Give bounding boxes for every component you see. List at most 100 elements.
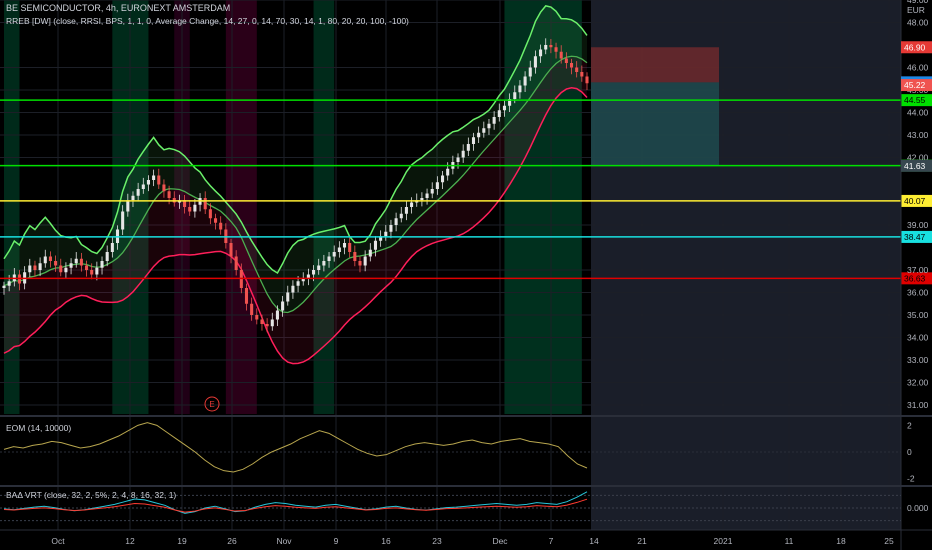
price-tick-6: 42.00: [907, 153, 929, 163]
candle-body: [337, 247, 341, 252]
candle-body: [466, 144, 470, 151]
candle-body: [528, 67, 532, 77]
candle-body: [420, 198, 424, 201]
eom-pane-label[interactable]: EOM (14, 10000): [6, 423, 71, 433]
candle-body: [157, 175, 161, 185]
time-tick-10: 14: [589, 536, 599, 546]
earnings-marker-icon[interactable]: [204, 396, 220, 412]
candle-body: [508, 99, 512, 106]
vrt-pane: 0.000: [0, 491, 929, 522]
price-tag-0: [901, 41, 932, 54]
candle-body: [260, 319, 264, 324]
level-tag-2: [901, 194, 932, 207]
candle-body: [167, 191, 171, 198]
candle-body: [2, 285, 6, 288]
candle-body: [379, 236, 383, 241]
price-tag-value-0: 46.90: [904, 42, 926, 52]
symbol-title[interactable]: BE SEMICONDUCTOR, 4h, EURONEXT AMSTERDAM: [6, 3, 230, 13]
price-axis[interactable]: 49.0048.0046.0045.0044.0043.0042.0039.00…: [907, 0, 929, 410]
candle-body: [373, 240, 378, 250]
eom-line: [3, 422, 588, 473]
candle-body: [48, 256, 52, 261]
time-tick-13: 11: [785, 536, 794, 546]
candle-body: [435, 182, 439, 189]
signal-band-4: [504, 0, 582, 414]
time-tick-2: 19: [177, 536, 187, 546]
candle-body: [317, 265, 321, 270]
eom-tick-2: -2: [907, 474, 915, 484]
level-value-0: 44.55: [904, 95, 926, 105]
time-tick-11: 21: [637, 536, 647, 546]
candle-body: [544, 45, 548, 50]
candle-body: [126, 200, 130, 212]
candle-body: [456, 157, 460, 162]
candle-body: [446, 168, 450, 176]
stop-loss-zone: [591, 47, 719, 83]
candle-body: [219, 222, 223, 230]
eom-pane: 2 0 -2: [0, 420, 915, 484]
candle-body: [358, 261, 362, 266]
price-tick-12: 33.00: [907, 355, 929, 365]
time-axis[interactable]: Oct 12 19 26 Nov 9 16 23 Dec 7 14 21 2021 11 18 25: [51, 536, 894, 546]
candle-body: [394, 218, 398, 225]
candle-body: [281, 301, 285, 311]
candle-body: [580, 72, 584, 77]
candle-body: [482, 128, 486, 133]
candle-body: [471, 137, 476, 144]
time-tick-12: 2021: [714, 536, 733, 546]
candle-body: [492, 117, 496, 124]
time-tick-8: Dec: [492, 536, 508, 546]
vrt-pane-label[interactable]: BAΔ VRT (close, 32, 2, 5%, 2, 4, 8, 16, …: [6, 490, 176, 500]
study-label[interactable]: RREB [DW] (close, RRSI, BPS, 1, 1, 0, Av…: [6, 16, 409, 26]
candle-body: [69, 263, 73, 268]
candle-body: [275, 310, 279, 320]
candle-body: [183, 200, 187, 207]
candle-body: [141, 184, 145, 189]
candle-body: [152, 175, 156, 180]
candle-body: [306, 274, 310, 279]
candle-body: [110, 243, 114, 252]
short-position-box[interactable]: [591, 47, 719, 166]
candle-body: [585, 76, 589, 84]
candle-body: [348, 243, 352, 252]
candle-body: [312, 270, 316, 275]
candle-body: [234, 256, 238, 270]
candle-body: [477, 132, 481, 138]
candle-body: [368, 249, 372, 257]
price-tick-9: 36.00: [907, 288, 929, 298]
candle-body: [497, 110, 501, 117]
candle-body: [559, 51, 563, 59]
time-tick-7: 23: [432, 536, 442, 546]
candle-body: [7, 281, 11, 286]
signal-band-3: [313, 0, 335, 414]
time-tick-14: 18: [836, 536, 846, 546]
upper-band-line: [3, 5, 588, 275]
candle-body: [487, 123, 491, 129]
level-value-2: 40.07: [904, 196, 926, 206]
candle-body: [523, 76, 527, 86]
candle-body: [461, 150, 465, 158]
signal-band-0: [4, 0, 20, 414]
price-tag-value-2: 45.22: [904, 80, 926, 90]
time-tick-5: 9: [334, 536, 339, 546]
candle-body: [255, 315, 259, 320]
candle-body: [404, 207, 408, 214]
candle-body: [539, 49, 543, 57]
time-tick-4: Nov: [276, 536, 292, 546]
candle-body: [43, 256, 47, 264]
candle-body: [121, 211, 125, 230]
candle-body: [332, 252, 336, 257]
take-profit-zone: [591, 82, 719, 166]
candle-body: [569, 63, 574, 68]
candle-body: [384, 231, 388, 237]
candle-body: [513, 92, 517, 99]
vrt-tick-0: 0.000: [907, 503, 929, 513]
candle-body: [342, 243, 347, 248]
candle-body: [85, 265, 89, 270]
candle-body: [265, 324, 269, 327]
eom-tick-1: 0: [907, 447, 912, 457]
earnings-marker-label: E: [209, 400, 214, 409]
